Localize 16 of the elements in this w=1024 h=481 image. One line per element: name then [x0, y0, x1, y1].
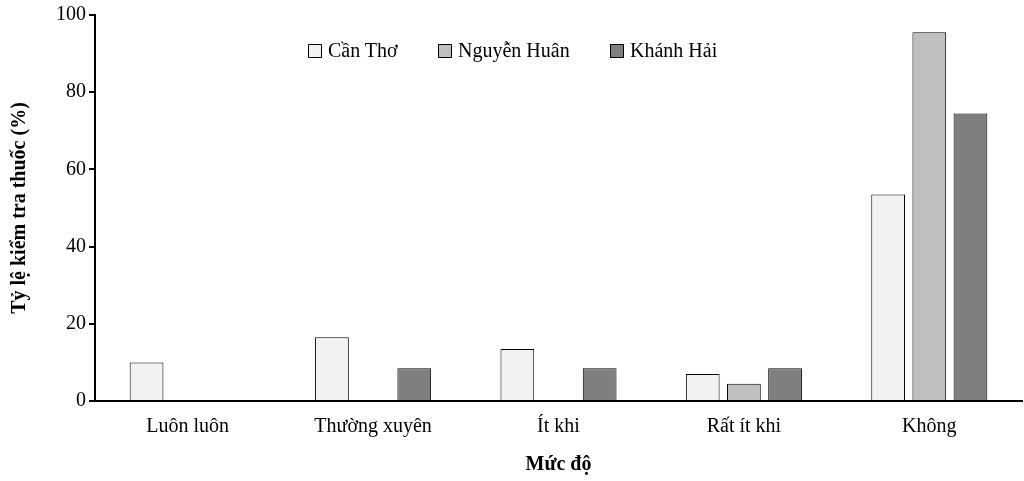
x-tick-label: Thường xuyên — [314, 414, 432, 438]
y-tick-label: 60 — [66, 156, 86, 179]
x-tick-label: Luôn luôn — [146, 414, 230, 437]
legend-label: Nguyễn Huân — [458, 39, 570, 63]
legend-label: Cần Thơ — [328, 39, 399, 62]
legend-label: Khánh Hải — [630, 39, 718, 62]
y-tick-label: 20 — [66, 311, 86, 334]
y-axis-title: Tỷ lệ kiểm tra thuốc (%) — [7, 102, 31, 314]
y-tick-label: 100 — [56, 2, 86, 25]
x-tick-label: Rất ít khi — [706, 414, 782, 437]
y-tick-label: 80 — [66, 79, 86, 102]
y-tick-label: 0 — [76, 388, 86, 411]
x-tick-label: Không — [902, 414, 957, 438]
y-tick-label: 40 — [66, 233, 86, 256]
x-tick-label: Ít khi — [537, 414, 581, 437]
x-axis-title: Mức độ — [525, 452, 592, 476]
